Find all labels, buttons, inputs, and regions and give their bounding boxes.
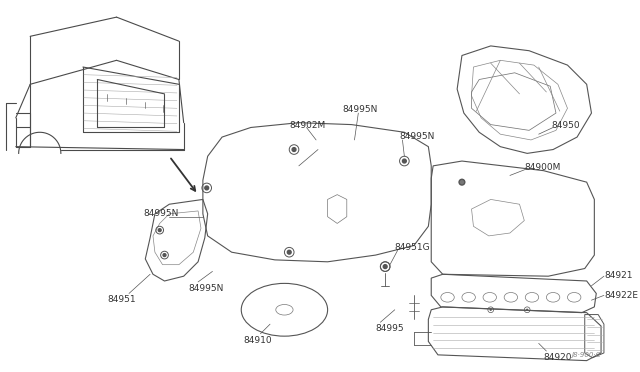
Text: 84910: 84910 — [243, 336, 272, 345]
Text: 84995N: 84995N — [189, 284, 224, 293]
Text: J8·900·C: J8·900·C — [572, 352, 601, 358]
Circle shape — [292, 148, 296, 151]
Circle shape — [287, 250, 291, 254]
Circle shape — [163, 254, 166, 257]
Circle shape — [490, 309, 492, 311]
Text: 84922E: 84922E — [604, 291, 638, 299]
Circle shape — [383, 264, 387, 269]
Text: 84900M: 84900M — [524, 163, 561, 172]
Circle shape — [158, 229, 161, 232]
Text: 84950: 84950 — [551, 121, 580, 130]
Text: 84995N: 84995N — [143, 209, 179, 218]
Text: 84951: 84951 — [107, 295, 136, 304]
Text: 84920: 84920 — [543, 353, 572, 362]
Circle shape — [459, 179, 465, 185]
Text: 84995N: 84995N — [399, 132, 435, 141]
Circle shape — [403, 159, 406, 163]
Text: 84951G: 84951G — [395, 243, 430, 251]
Text: 84902M: 84902M — [289, 121, 326, 130]
Circle shape — [526, 309, 529, 311]
Text: 84921: 84921 — [604, 272, 632, 280]
Text: 84995: 84995 — [376, 324, 404, 333]
Text: 84995N: 84995N — [342, 105, 378, 115]
Circle shape — [205, 186, 209, 190]
